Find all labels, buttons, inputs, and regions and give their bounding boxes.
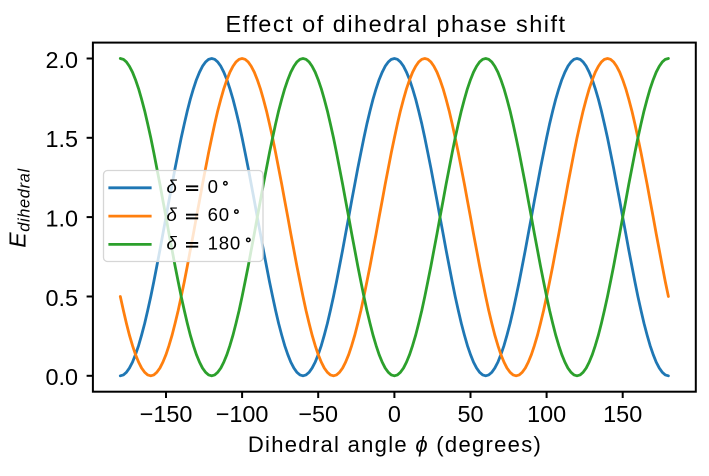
svg-text:−100: −100	[216, 401, 269, 427]
svg-text:δ: δ	[167, 176, 178, 197]
svg-text:1.0: 1.0	[45, 206, 78, 232]
svg-text:0.5: 0.5	[45, 285, 78, 311]
svg-text:2.0: 2.0	[45, 47, 78, 73]
svg-text:δ: δ	[167, 204, 178, 225]
svg-text:60: 60	[208, 204, 230, 225]
svg-text:Dihedral angle ϕ (degrees): Dihedral angle ϕ (degrees)	[248, 432, 542, 457]
svg-text:0.0: 0.0	[45, 364, 78, 390]
svg-text:−150: −150	[140, 401, 193, 427]
svg-text:Effect of dihedral phase shift: Effect of dihedral phase shift	[225, 11, 566, 37]
svg-text:−50: −50	[298, 401, 338, 427]
svg-text:δ: δ	[167, 232, 178, 253]
svg-text:50: 50	[457, 401, 483, 427]
svg-text:100: 100	[527, 401, 566, 427]
svg-text:1.5: 1.5	[45, 126, 78, 152]
svg-text:180: 180	[208, 232, 241, 253]
svg-text:0: 0	[388, 401, 401, 427]
svg-text:150: 150	[603, 401, 642, 427]
svg-text:0: 0	[208, 176, 219, 197]
